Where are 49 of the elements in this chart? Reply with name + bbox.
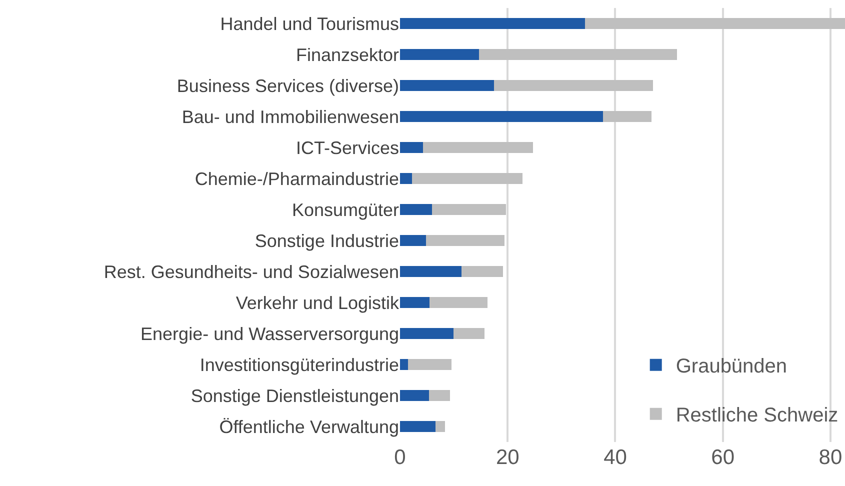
bar [400,110,603,122]
bar [426,234,504,246]
y-tick-label: Investitionsgüterindustrie [200,354,399,375]
y-tick-label: Business Services (diverse) [176,76,399,96]
bar [400,48,480,60]
bar [400,328,454,340]
bar [400,80,494,92]
y-tick-label: Bau- und Immobilienwesen [182,106,399,127]
bar [400,204,432,216]
y-tick-label: Rest. Gesundheits- und Sozialwesen [104,262,399,282]
bar [400,142,424,154]
bar [400,266,462,278]
bar [432,204,506,216]
y-tick-label: Sonstige Dienstleistungen [190,386,399,406]
x-tick-label: 60 [711,446,735,469]
bar [479,48,678,60]
bar [400,234,426,246]
legend-label: Restliche Schweiz [676,404,838,427]
y-tick-label: ICT-Services [296,138,399,158]
x-tick-label: 20 [496,446,520,469]
bar [461,266,503,278]
legend-label: Graubünden [676,356,788,378]
y-tick-label: Sonstige Industrie [254,230,399,251]
bar [429,390,450,402]
bar [585,18,845,30]
y-tick-label: Energie- und Wasserversorgung [140,324,399,344]
y-tick-label: Verkehr und Logistik [236,292,400,313]
bar [400,172,412,184]
bar [453,328,484,340]
bar [602,110,652,122]
bar [400,390,430,402]
bar [412,172,523,184]
bar [430,296,488,308]
y-tick-label: Handel und Tourismus [220,14,399,34]
y-tick-label: Finanzsektor [296,44,399,65]
y-tick-label: Öffentliche Verwaltung [219,416,399,437]
bar [400,296,430,308]
bar [400,18,586,30]
bar [400,420,436,432]
bar [400,358,408,370]
bar [494,80,653,92]
x-tick-label: 0 [394,446,406,469]
x-tick-label: 80 [818,446,842,469]
bar [436,420,446,432]
bar [408,358,452,370]
y-tick-label: Chemie-/Pharmaindustrie [194,168,399,189]
x-tick-label: 40 [604,446,627,469]
bar [423,142,533,154]
y-tick-label: Konsumgüter [292,200,400,220]
